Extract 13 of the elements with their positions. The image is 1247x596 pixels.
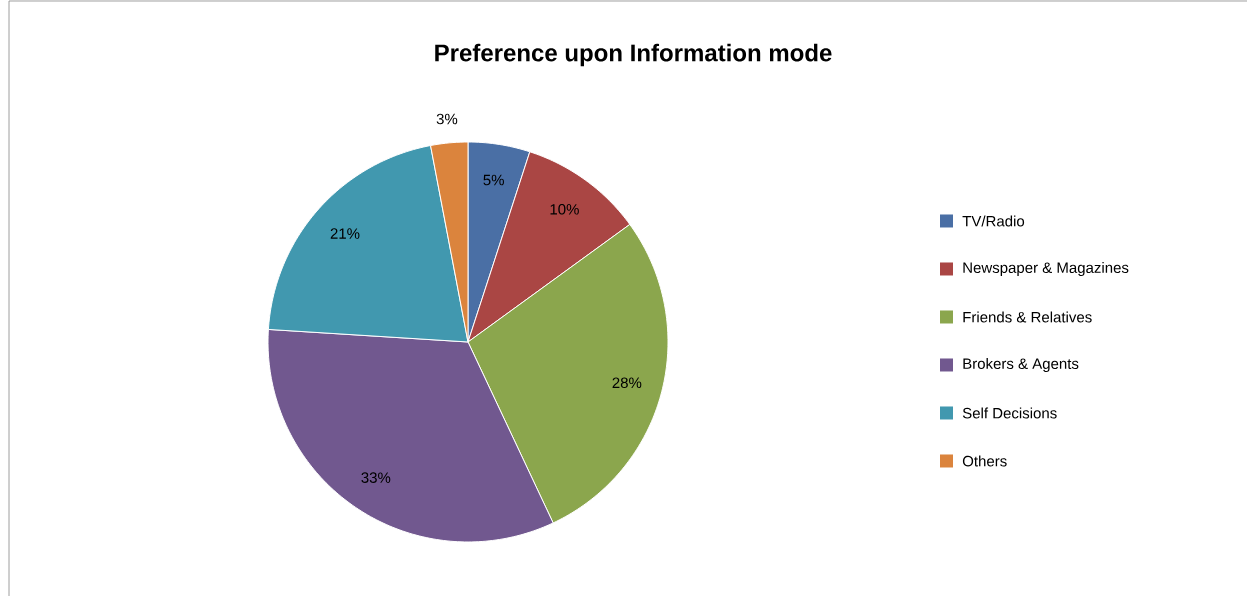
legend-label: TV/Radio <box>962 215 1025 227</box>
data-label: 5% <box>483 174 504 186</box>
data-label: 33% <box>361 472 391 483</box>
data-label: 3% <box>436 113 458 125</box>
legend-label: Friends & Relatives <box>963 311 1092 323</box>
legend-label: Brokers & Agents <box>963 358 1079 372</box>
data-label: 10% <box>550 203 579 215</box>
legend-label: Newspaper & Magazines <box>963 262 1129 276</box>
data-label: 28% <box>612 377 642 389</box>
data-label: 21% <box>330 228 360 239</box>
legend-label: Others <box>962 455 1007 467</box>
chart-title: Preference upon Information mode <box>435 43 832 67</box>
legend-label: Self Decisions <box>962 407 1057 419</box>
